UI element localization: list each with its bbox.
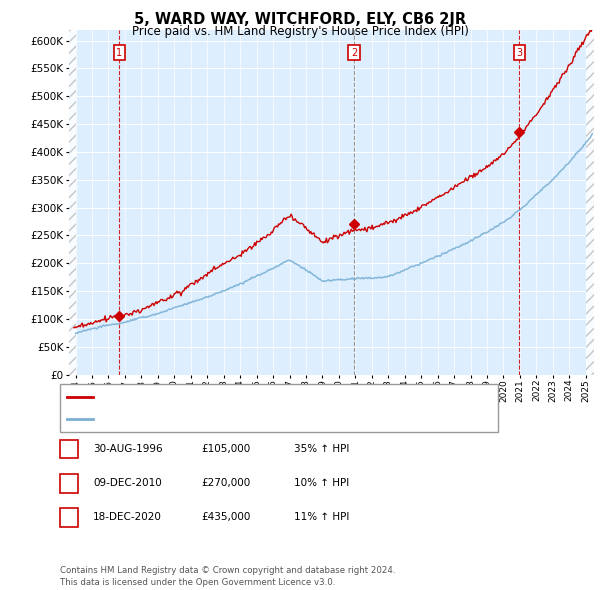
Text: HPI: Average price, detached house, East Cambridgeshire: HPI: Average price, detached house, East… (97, 414, 385, 424)
Text: 11% ↑ HPI: 11% ↑ HPI (294, 513, 349, 522)
Text: £270,000: £270,000 (201, 478, 250, 488)
Text: 2: 2 (351, 48, 357, 58)
Text: 5, WARD WAY, WITCHFORD, ELY, CB6 2JR (detached house): 5, WARD WAY, WITCHFORD, ELY, CB6 2JR (de… (97, 392, 391, 402)
Text: 18-DEC-2020: 18-DEC-2020 (93, 513, 162, 522)
Text: Contains HM Land Registry data © Crown copyright and database right 2024.
This d: Contains HM Land Registry data © Crown c… (60, 566, 395, 587)
Text: 35% ↑ HPI: 35% ↑ HPI (294, 444, 349, 454)
Text: 2: 2 (65, 478, 73, 488)
Text: 09-DEC-2010: 09-DEC-2010 (93, 478, 162, 488)
Bar (69, 30, 76, 375)
Text: 1: 1 (65, 444, 73, 454)
Text: £105,000: £105,000 (201, 444, 250, 454)
Text: 5, WARD WAY, WITCHFORD, ELY, CB6 2JR: 5, WARD WAY, WITCHFORD, ELY, CB6 2JR (134, 12, 466, 27)
Text: Price paid vs. HM Land Registry's House Price Index (HPI): Price paid vs. HM Land Registry's House … (131, 25, 469, 38)
Text: 3: 3 (65, 513, 73, 522)
Text: 10% ↑ HPI: 10% ↑ HPI (294, 478, 349, 488)
Text: 1: 1 (116, 48, 122, 58)
Text: 30-AUG-1996: 30-AUG-1996 (93, 444, 163, 454)
Text: 3: 3 (516, 48, 523, 58)
Text: £435,000: £435,000 (201, 513, 250, 522)
Bar (586, 30, 594, 375)
